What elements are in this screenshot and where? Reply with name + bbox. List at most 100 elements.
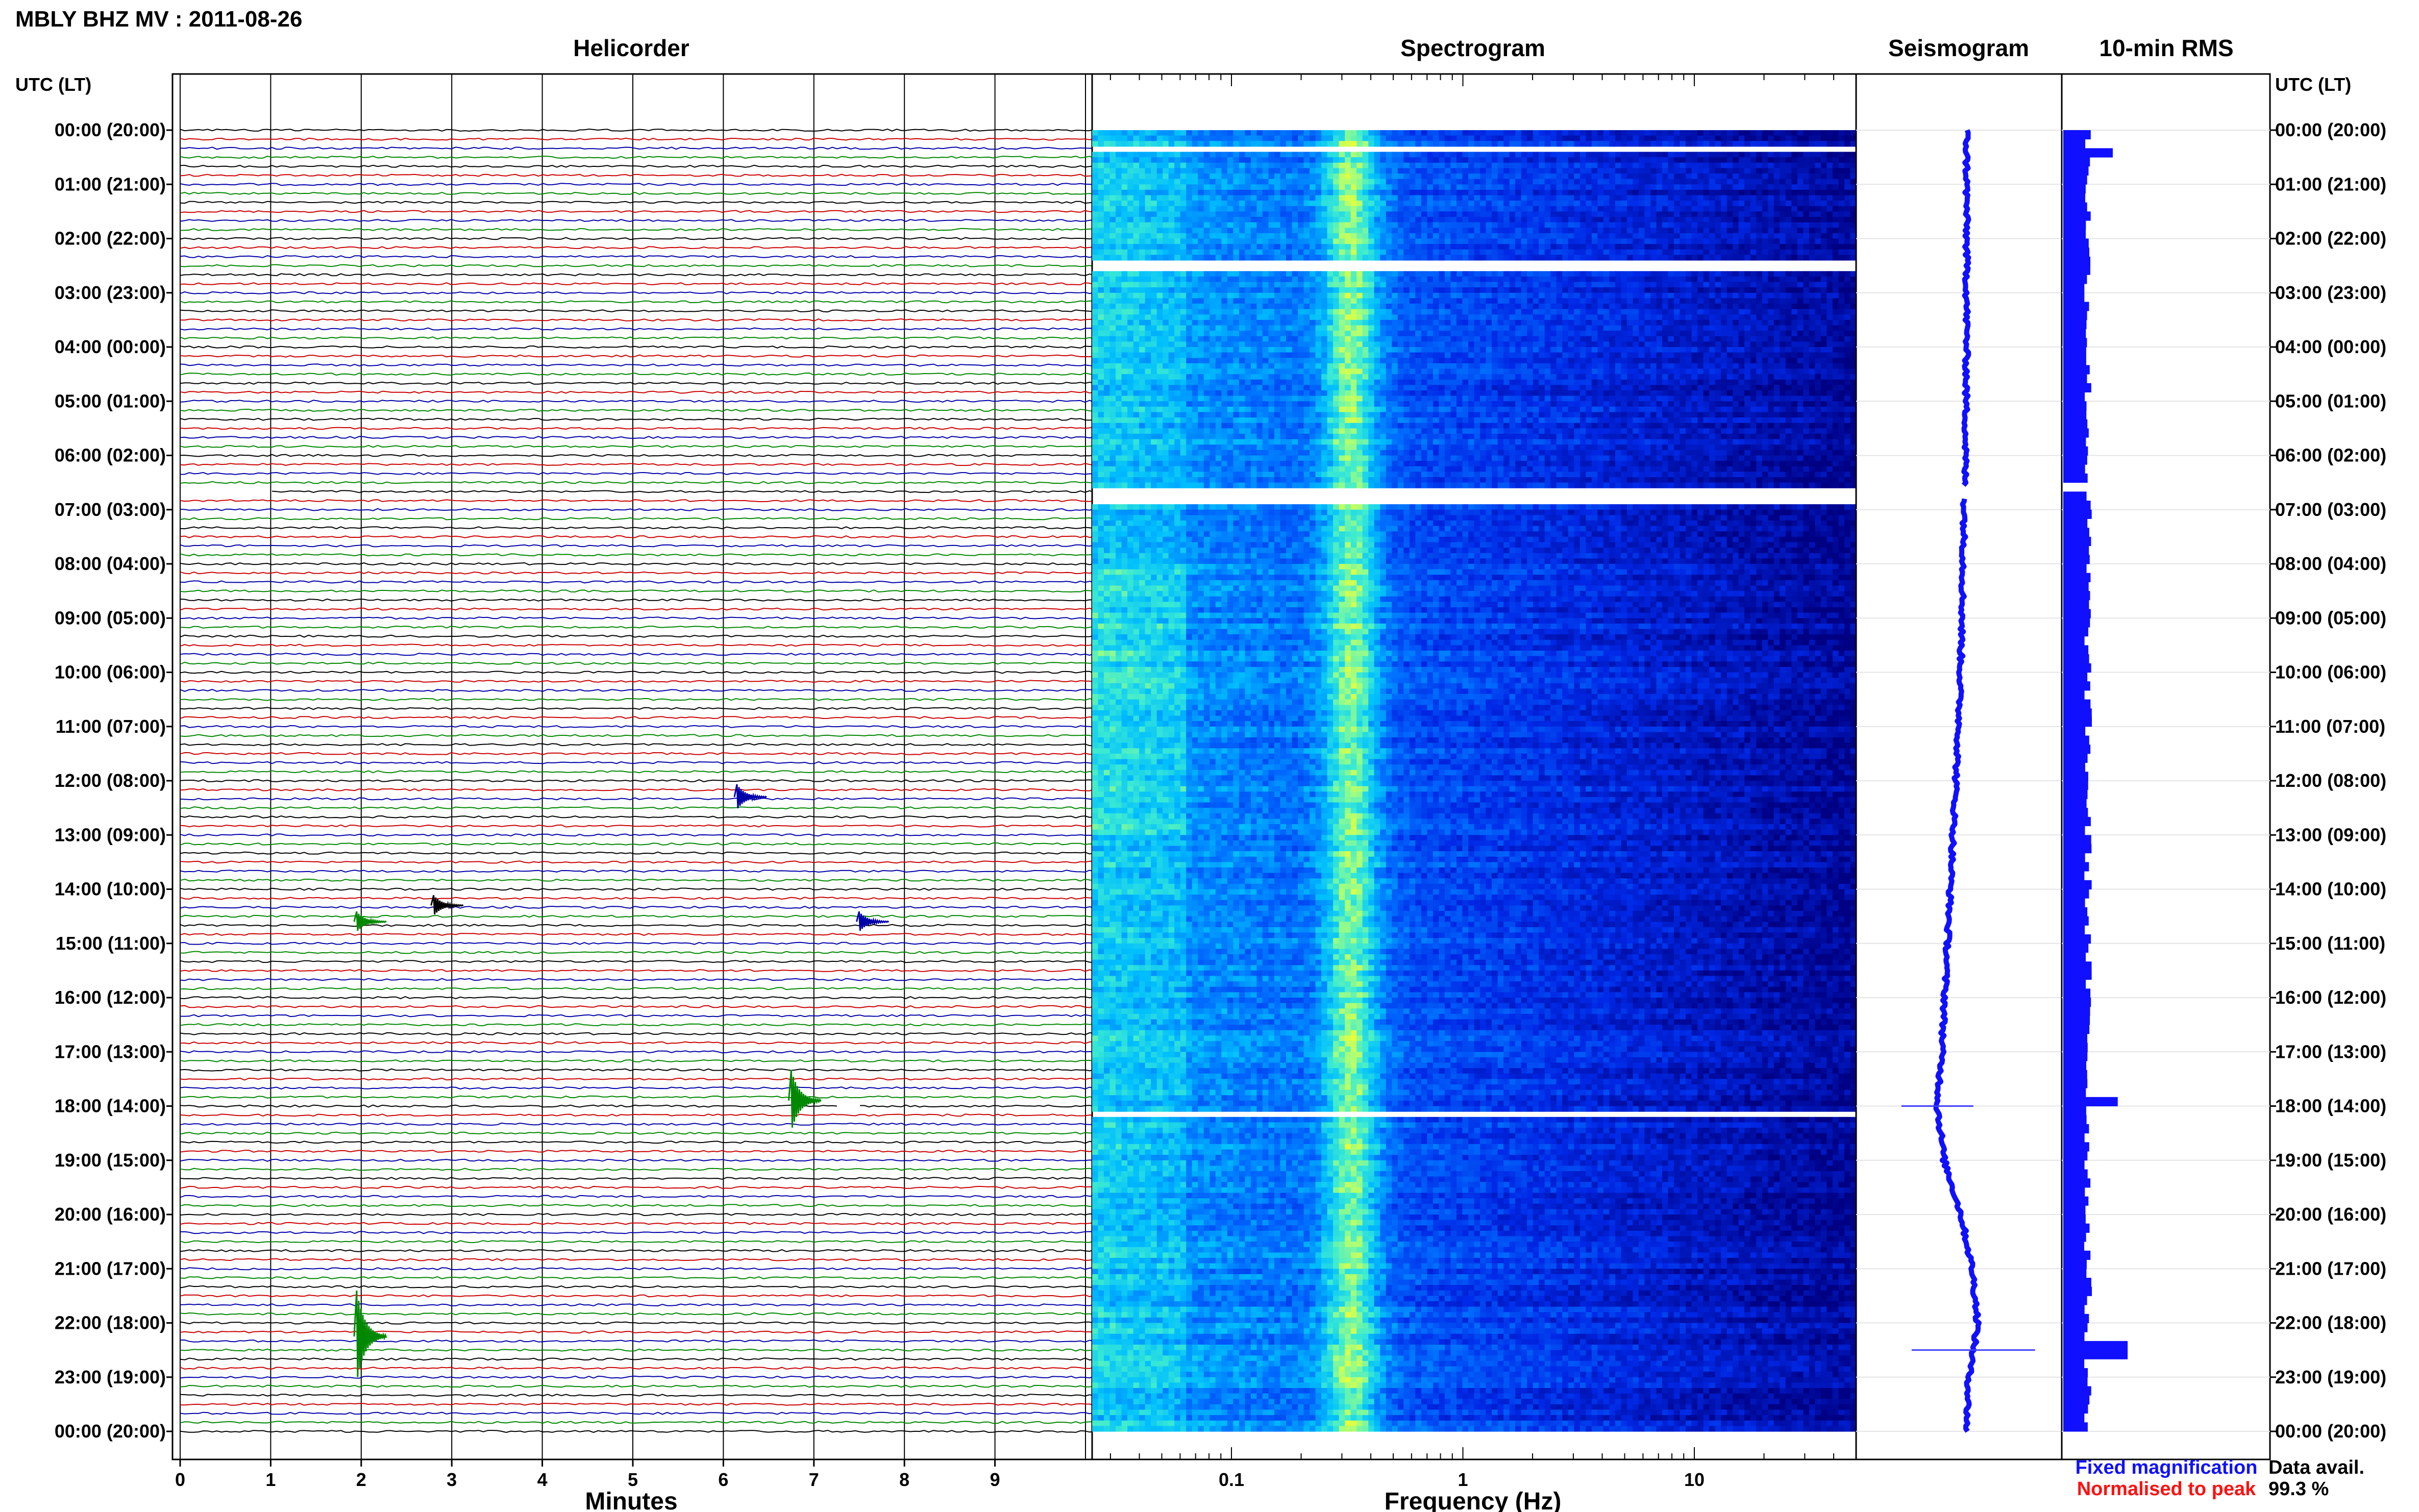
spectrogram-cell xyxy=(1815,233,1821,239)
spectrogram-cell xyxy=(1797,152,1804,158)
spectrogram-cell xyxy=(1104,168,1110,173)
spectrogram-cell xyxy=(1739,130,1745,136)
spectrogram-cell xyxy=(1410,141,1416,146)
spectrogram-cell xyxy=(1709,157,1715,163)
spectrogram-cell xyxy=(1674,173,1680,179)
spectrogram-cell xyxy=(1727,157,1733,163)
spectrogram-cell xyxy=(1450,239,1457,244)
spectrogram-cell xyxy=(1398,282,1404,288)
spectrogram-cell xyxy=(1527,217,1533,222)
spectrogram-cell xyxy=(1145,233,1151,239)
spectrogram-cell xyxy=(1744,179,1750,185)
spectrogram-cell xyxy=(1533,217,1539,222)
spectrogram-cell xyxy=(1503,152,1510,158)
spectrogram-cell xyxy=(1639,250,1645,255)
spectrogram-cell xyxy=(1333,228,1339,233)
spectrogram-cell xyxy=(1474,184,1480,190)
spectrogram-cell xyxy=(1280,184,1287,190)
spectrogram-cell xyxy=(1674,136,1680,141)
spectrogram-cell xyxy=(1492,168,1498,173)
spectrogram-cell xyxy=(1721,250,1727,255)
spectrogram-cell xyxy=(1386,136,1392,141)
spectrogram-cell xyxy=(1403,282,1410,288)
spectrogram-cell xyxy=(1615,163,1621,168)
spectrogram-cell xyxy=(1791,239,1797,244)
spectrogram-cell xyxy=(1492,239,1498,244)
spectrogram-cell xyxy=(1498,173,1504,179)
spectrogram-cell xyxy=(1486,228,1492,233)
spectrogram-cell xyxy=(1627,201,1633,206)
spectrogram-cell xyxy=(1110,179,1116,185)
spectrogram-cell xyxy=(1791,141,1797,146)
spectrogram-cell xyxy=(1633,228,1639,233)
spectrogram-cell xyxy=(1092,179,1098,185)
spectrogram-cell xyxy=(1545,206,1551,212)
spectrogram-cell xyxy=(1791,271,1797,277)
spectrogram-cell xyxy=(1110,222,1116,228)
spectrogram-cell xyxy=(1415,211,1421,217)
spectrogram-cell xyxy=(1774,206,1780,212)
spectrogram-cell xyxy=(1139,195,1145,201)
spectrogram-cell xyxy=(1245,201,1251,206)
spectrogram-cell xyxy=(1457,163,1463,168)
spectrogram-cell xyxy=(1163,239,1169,244)
spectrogram-cell xyxy=(1316,168,1322,173)
spectrogram-cell xyxy=(1368,190,1374,195)
spectrogram-cell xyxy=(1644,239,1650,244)
spectrogram-cell xyxy=(1692,217,1698,222)
spectrogram-cell xyxy=(1697,217,1704,222)
spectrogram-cell xyxy=(1557,195,1563,201)
spectrogram-cell xyxy=(1756,201,1762,206)
spectrogram-cell xyxy=(1216,163,1222,168)
spectrogram-cell xyxy=(1410,195,1416,201)
spectrogram-cell xyxy=(1204,228,1210,233)
spectrogram-cell xyxy=(1386,222,1392,228)
spectrogram-cell xyxy=(1521,206,1527,212)
spectrogram-cell xyxy=(1762,195,1768,201)
spectrogram-cell xyxy=(1145,244,1151,250)
spectrogram-cell xyxy=(1627,190,1633,195)
spectrogram-cell xyxy=(1256,163,1263,168)
spectrogram-cell xyxy=(1721,157,1727,163)
spectrogram-cell xyxy=(1686,136,1692,141)
spectrogram-cell xyxy=(1686,184,1692,190)
spectrogram-cell xyxy=(1597,206,1603,212)
spectrogram-cell xyxy=(1592,136,1598,141)
spectrogram-cell xyxy=(1657,239,1663,244)
spectrogram-cell xyxy=(1615,239,1621,244)
spectrogram-cell xyxy=(1204,130,1210,136)
spectrogram-cell xyxy=(1463,152,1469,158)
spectrogram-cell xyxy=(1180,130,1187,136)
spectrogram-cell xyxy=(1633,130,1639,136)
spectrogram-cell xyxy=(1686,130,1692,136)
spectrogram-cell xyxy=(1351,239,1357,244)
spectrogram-cell xyxy=(1639,222,1645,228)
spectrogram-cell xyxy=(1327,206,1334,212)
spectrogram-cell xyxy=(1192,239,1198,244)
spectrogram-cell xyxy=(1316,136,1322,141)
spectrogram-cell xyxy=(1780,195,1786,201)
spectrogram-cell xyxy=(1327,184,1334,190)
spectrogram-cell xyxy=(1844,228,1850,233)
spectrogram-cell xyxy=(1139,130,1145,136)
spectrogram-cell xyxy=(1809,163,1815,168)
spectrogram-cell xyxy=(1750,244,1757,250)
spectrogram-cell xyxy=(1692,228,1698,233)
spectrogram-cell xyxy=(1515,228,1521,233)
spectrogram-cell xyxy=(1092,217,1098,222)
spectrogram-cell xyxy=(1104,228,1110,233)
spectrogram-cell xyxy=(1597,201,1603,206)
spectrogram-cell xyxy=(1221,173,1227,179)
spectrogram-cell xyxy=(1133,201,1140,206)
spectrogram-cell xyxy=(1245,277,1251,282)
spectrogram-cell xyxy=(1321,250,1327,255)
spectrogram-cell xyxy=(1363,222,1369,228)
spectrogram-cell xyxy=(1116,217,1122,222)
spectrogram-cell xyxy=(1298,282,1304,288)
spectrogram-cell xyxy=(1480,255,1486,260)
spectrogram-cell xyxy=(1550,184,1557,190)
spectrogram-cell xyxy=(1826,184,1833,190)
spectrogram-cell xyxy=(1339,282,1345,288)
spectrogram-cell xyxy=(1421,152,1427,158)
spectrogram-cell xyxy=(1280,222,1287,228)
